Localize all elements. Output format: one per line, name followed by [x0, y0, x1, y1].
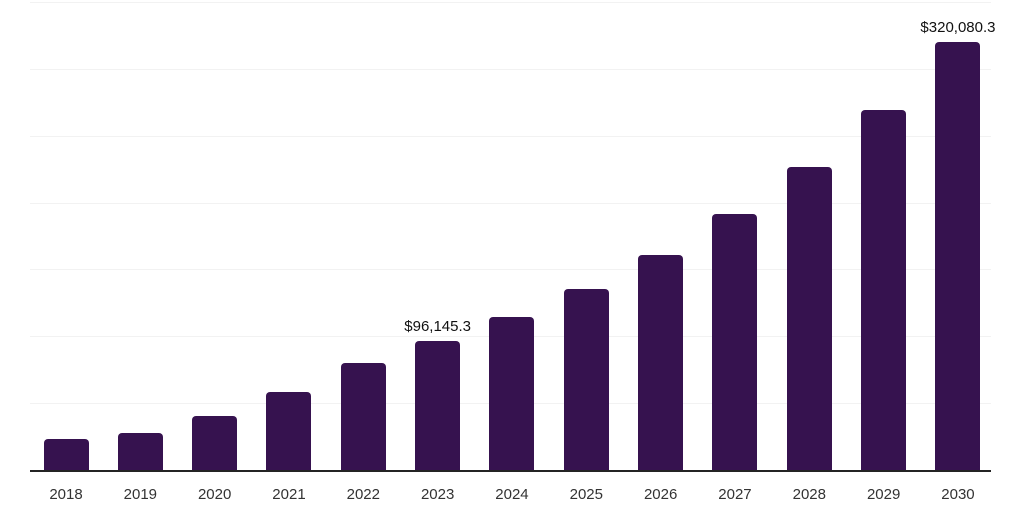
value-label-2030: $320,080.3 [920, 19, 996, 36]
x-tick-2030: 2030 [941, 486, 975, 503]
bar-2029 [861, 109, 907, 470]
gridline [30, 202, 991, 204]
x-tick-2028: 2028 [792, 486, 826, 503]
value-label-2023: $96,145.3 [404, 318, 472, 336]
bar-2020 [192, 416, 238, 470]
gridline [30, 135, 991, 137]
x-tick-2023: 2023 [420, 486, 455, 503]
gridline [30, 2, 991, 3]
bar-2018 [43, 438, 89, 470]
x-tick-2027: 2027 [718, 486, 752, 503]
bar-2023 [415, 341, 461, 470]
x-tick-2018: 2018 [49, 486, 83, 503]
bar-2026 [638, 254, 684, 470]
bar-2025 [563, 288, 609, 470]
x-tick-2029: 2029 [866, 486, 901, 503]
bar-2027 [712, 214, 758, 470]
bar-2028 [786, 166, 832, 470]
x-tick-2025: 2025 [569, 486, 603, 503]
x-axis-line [30, 470, 991, 472]
bar-2024 [489, 317, 535, 470]
gridline [30, 269, 991, 271]
x-tick-2021: 2021 [272, 486, 306, 503]
bar-2022 [340, 363, 386, 470]
x-tick-2022: 2022 [346, 486, 380, 503]
x-tick-2019: 2019 [123, 486, 158, 503]
bar-2021 [266, 392, 312, 470]
bar-2019 [117, 433, 163, 470]
x-tick-2024: 2024 [495, 486, 529, 503]
x-tick-2020: 2020 [197, 486, 232, 503]
gridline [30, 68, 991, 70]
bar-2030 [935, 42, 981, 470]
x-tick-2026: 2026 [643, 486, 678, 503]
